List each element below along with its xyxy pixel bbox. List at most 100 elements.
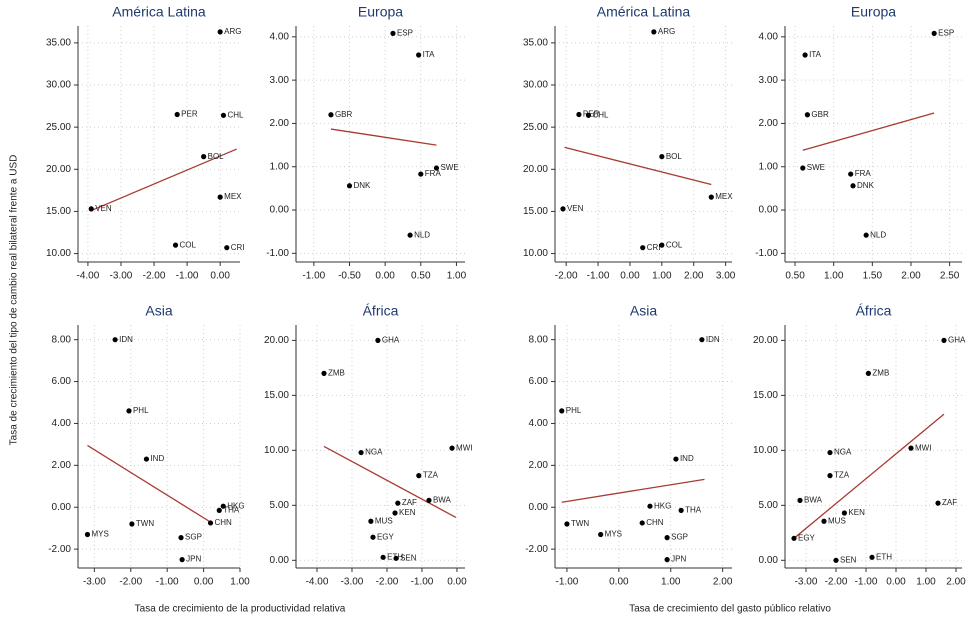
point-label: MYS [91,530,108,539]
data-point [841,510,848,516]
point-label: IND [150,454,164,463]
x-tick-label: 1.00 [230,577,250,588]
data-point [833,557,839,563]
data-point [848,171,854,177]
point-label: GBR [811,110,829,119]
point-label: ESP [397,28,413,37]
y-tick-label: -1.00 [266,248,289,259]
data-point [678,507,684,513]
point-label: VEN [567,204,584,213]
fit-line [90,148,237,212]
y-tick-label: 6.00 [52,376,72,387]
data-point [328,112,334,118]
x-tick-label: 0.00 [620,271,640,282]
x-tick-label: 2.50 [940,271,960,282]
x-tick-label: 2.00 [684,271,704,282]
data-point [664,535,670,541]
data-point [850,183,856,189]
data-point [321,370,327,376]
panel-title: Europa [358,4,403,20]
y-axis-label: Tasa de crecimiento del tipo de cambio r… [9,155,20,446]
x-tick-label: 1.00 [824,271,844,282]
y-tick-label: 0.00 [52,502,72,513]
point-label: SEN [400,553,417,562]
panel-title: Asia [145,303,172,319]
point-label: MEX [715,192,733,201]
y-tick-label: 5.00 [759,500,779,511]
fit-line [87,444,211,523]
data-point [647,503,653,509]
point-label: GHA [948,336,966,345]
point-label: ZAF [402,498,417,507]
y-tick-label: 3.00 [270,75,290,86]
x-tick-label: -1.00 [411,577,434,588]
point-label: JPN [186,555,201,564]
data-point [217,194,223,200]
data-point [393,555,399,561]
data-point [659,154,665,160]
point-label: DNK [857,181,875,190]
point-label: CHL [592,110,609,119]
data-point [639,520,645,526]
data-point [392,510,398,516]
y-tick-label: 8.00 [52,334,72,345]
y-tick-label: 0.00 [270,555,290,566]
data-point [416,52,422,58]
point-label: TZA [423,471,439,480]
point-label: BOL [666,152,683,161]
data-point [449,445,455,451]
point-label: ETH [876,552,892,561]
point-label: BWA [804,495,823,504]
point-label: COL [666,240,683,249]
point-label: FRA [855,169,872,178]
y-tick-label: 4.00 [270,31,290,42]
point-label: IND [680,454,694,463]
x-tick-label: 0.00 [194,577,214,588]
panel-title: África [363,303,399,319]
x-tick-label: 0.00 [886,577,906,588]
x-tick-label: -3.00 [83,577,106,588]
x-tick-label: 0.00 [609,577,629,588]
data-point [346,183,353,189]
data-point [797,497,803,503]
x-tick-label: -1.00 [556,577,579,588]
data-point [178,535,184,541]
panel-title: Asia [630,303,657,319]
y-tick-label: 2.00 [52,460,72,471]
point-label: NGA [365,448,383,457]
y-tick-label: 1.00 [759,161,779,172]
point-label: THA [685,506,702,515]
x-tick-label: -2.00 [119,577,142,588]
data-point [827,449,833,456]
y-tick-label: 6.00 [529,376,549,387]
data-point [418,171,424,177]
point-label: SWE [440,163,458,172]
y-tick-label: 15.00 [523,206,548,217]
point-label: PER [583,110,600,119]
point-label: KEN [848,508,865,517]
y-tick-label: 15.00 [264,390,289,401]
data-point [201,154,207,160]
y-tick-label: 10.00 [753,445,778,456]
data-point [129,521,135,527]
panel-title: América Latina [112,4,206,20]
y-tick-label: 35.00 [523,37,548,48]
data-point [407,232,413,238]
x-tick-label: 0.00 [447,577,467,588]
data-point [800,165,806,171]
data-point [585,112,592,118]
point-label: NLD [870,230,886,239]
fit-line [564,146,712,186]
y-tick-label: 8.00 [529,334,549,345]
point-label: CRI [647,243,661,252]
point-label: FRA [425,169,442,178]
point-label: JPN [671,555,686,564]
point-label: PHL [133,406,149,415]
data-point [395,500,401,506]
y-tick-label: -2.00 [48,544,71,555]
data-point [220,112,227,118]
x-tick-label: 1.00 [916,577,936,588]
point-label: EGY [377,532,395,541]
data-point [802,52,808,58]
